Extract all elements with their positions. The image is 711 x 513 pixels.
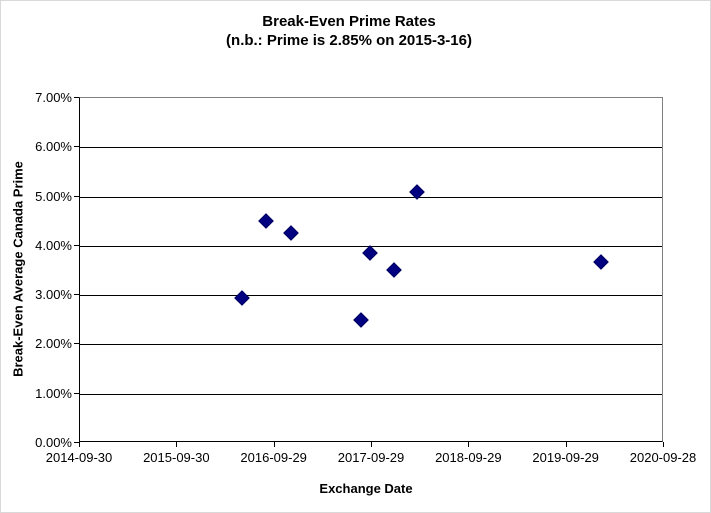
x-axis-tick bbox=[176, 442, 178, 447]
data-point-marker bbox=[593, 253, 609, 270]
y-axis-tick bbox=[74, 294, 79, 296]
x-axis-tick bbox=[468, 442, 470, 447]
x-axis-tick bbox=[371, 442, 372, 447]
plot-area bbox=[79, 97, 663, 442]
data-point-marker bbox=[233, 289, 250, 306]
chart-title-line1: Break-Even Prime Rates bbox=[262, 13, 436, 30]
y-axis-tick bbox=[74, 442, 79, 443]
y-axis-tick bbox=[74, 392, 79, 394]
y-axis-tick bbox=[74, 343, 79, 345]
y-tick-label: 2.00% bbox=[35, 336, 72, 352]
x-axis-tick bbox=[663, 442, 664, 447]
chart-title: Break-Even Prime Rates (n.b.: Prime is 2… bbox=[226, 12, 472, 50]
y-tick-label: 4.00% bbox=[35, 237, 72, 253]
y-tick-label: 1.00% bbox=[35, 385, 72, 401]
gridline-1pct bbox=[80, 393, 662, 395]
gridline-3pct bbox=[80, 295, 662, 297]
x-tick-label: 2018-09-29 bbox=[435, 450, 502, 465]
data-point-marker bbox=[385, 261, 402, 278]
gridline-2pct bbox=[80, 344, 662, 346]
x-tick-label: 2016-09-29 bbox=[240, 450, 307, 465]
x-axis-tick bbox=[79, 442, 80, 447]
y-tick-label: 0.00% bbox=[35, 435, 72, 450]
x-axis-tick bbox=[565, 442, 567, 447]
y-axis-tick bbox=[74, 146, 79, 148]
data-point-marker bbox=[353, 312, 370, 328]
gridline-6pct bbox=[80, 147, 662, 149]
data-point-marker bbox=[361, 245, 378, 262]
x-tick-label: 2015-09-30 bbox=[143, 450, 210, 465]
y-tick-label: 3.00% bbox=[35, 287, 72, 303]
x-tick-label: 2014-09-30 bbox=[45, 450, 113, 465]
x-tick-label: 2020-09-28 bbox=[629, 450, 697, 465]
y-tick-label: 5.00% bbox=[35, 188, 72, 204]
chart-title-line2: (n.b.: Prime is 2.85% on 2015-3-16) bbox=[226, 32, 472, 49]
x-tick-label: 2019-09-29 bbox=[532, 450, 599, 465]
y-tick-label: 7.00% bbox=[35, 90, 72, 105]
y-axis-tick bbox=[74, 244, 79, 246]
x-tick-label: 2017-09-29 bbox=[337, 450, 405, 465]
y-tick-label: 6.00% bbox=[35, 139, 72, 155]
gridline-5pct bbox=[80, 196, 662, 198]
x-axis-tick bbox=[273, 442, 275, 447]
x-axis-title: Exchange Date bbox=[319, 481, 413, 496]
data-point-marker bbox=[282, 224, 299, 241]
y-axis-tick bbox=[74, 195, 79, 197]
data-point-marker bbox=[257, 212, 274, 229]
y-axis-tick bbox=[74, 97, 79, 98]
